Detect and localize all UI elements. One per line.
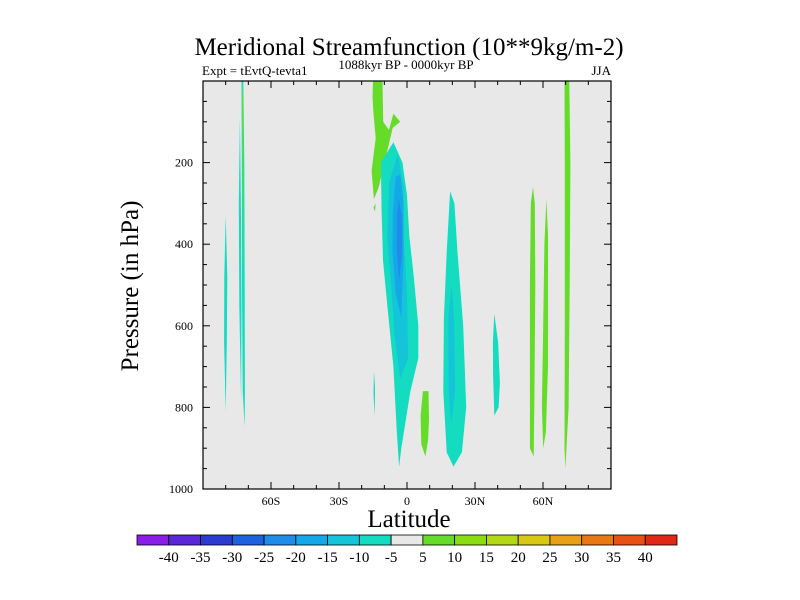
y-tick-label: 200: [175, 156, 193, 170]
colorbar-label: -40: [159, 550, 179, 566]
colorbar-label: 30: [574, 550, 589, 566]
y-axis-title: Pressure (in hPa): [117, 201, 144, 372]
x-tick-label: 60N: [533, 494, 554, 508]
colorbar-swatch: [358, 534, 392, 546]
tick-layer: 60S 30S 0 30N 60N 200 400 600 800 1000: [169, 81, 611, 508]
colorbar-label: 20: [511, 550, 526, 566]
contour-mid-lat-small-cell: [492, 313, 500, 416]
x-tick-label: 30S: [330, 494, 349, 508]
colorbar-label: -5: [385, 550, 398, 566]
colorbar-label: 25: [542, 550, 557, 566]
colorbar-label: -10: [349, 550, 369, 566]
contour-tropical-green-lower: [420, 391, 429, 457]
colorbar-swatch: [200, 534, 233, 546]
colorbar-swatch: [486, 534, 519, 546]
colorbar-swatch: [231, 534, 265, 546]
colorbar-swatch: [263, 534, 297, 546]
colorbar-swatch: [168, 534, 201, 546]
time-range-label: 1088kyr BP - 0000kyr BP: [338, 57, 473, 72]
contour-tropical-small-strip: [373, 370, 375, 416]
y-tick-label: 600: [175, 319, 193, 333]
contour-polar-green-wide: [564, 81, 571, 469]
colorbar-swatch: [517, 534, 551, 546]
colorbar-label: 15: [479, 550, 494, 566]
colorbar-label: -35: [191, 550, 211, 566]
colorbar-swatch: [581, 534, 614, 546]
contour-mid-lat-green-2: [541, 199, 548, 449]
colorbar: -40 -35 -30 -25 -20 -15 -10 -5 5 10 15 20 25 30 35 40: [136, 534, 678, 566]
contour-polar-green-strip: [241, 81, 244, 285]
colorbar-label: -20: [286, 550, 306, 566]
contour-layer: [224, 81, 571, 469]
y-tick-label: 400: [175, 237, 193, 251]
colorbar-swatch: [327, 534, 360, 546]
contour-tropical-cell-20: [396, 199, 402, 281]
colorbar-label: 35: [606, 550, 621, 566]
contour-polar-stripe-1: [224, 215, 228, 412]
contour-polar-stripe-2: [238, 117, 242, 402]
colorbar-swatch: [422, 534, 456, 546]
colorbar-swatch: [644, 534, 678, 546]
experiment-label: Expt = tEvtQ-tevta1: [202, 63, 308, 78]
contour-tropical-green-upper: [371, 81, 401, 200]
x-tick-label: 0: [404, 494, 410, 508]
contour-mid-lat-green-1: [529, 187, 536, 457]
x-tick-label: 60S: [262, 494, 281, 508]
colorbar-label: 40: [638, 550, 653, 566]
colorbar-swatch: [613, 534, 646, 546]
chart-title: Meridional Streamfunction (10**9kg/m-2): [194, 34, 623, 61]
season-label: JJA: [591, 63, 611, 78]
contour-tropical-green-tip: [373, 203, 376, 212]
x-axis-title: Latitude: [367, 506, 450, 533]
colorbar-label: 10: [447, 550, 462, 566]
x-tick-label: 30N: [465, 494, 486, 508]
colorbar-label: -30: [222, 550, 242, 566]
contour-subtropical-cell-10: [448, 285, 456, 424]
y-tick-label: 1000: [169, 482, 193, 496]
contour-subtropical-cell-outer: [443, 191, 467, 467]
colorbar-swatch: [136, 534, 170, 546]
y-tick-label: 800: [175, 400, 193, 414]
colorbar-swatch: [454, 534, 487, 546]
colorbar-label: -25: [254, 550, 274, 566]
colorbar-swatch: [390, 534, 424, 546]
colorbar-swatch: [295, 534, 328, 546]
colorbar-label: 5: [419, 550, 427, 566]
colorbar-swatch: [549, 534, 583, 546]
colorbar-label: -15: [318, 550, 338, 566]
